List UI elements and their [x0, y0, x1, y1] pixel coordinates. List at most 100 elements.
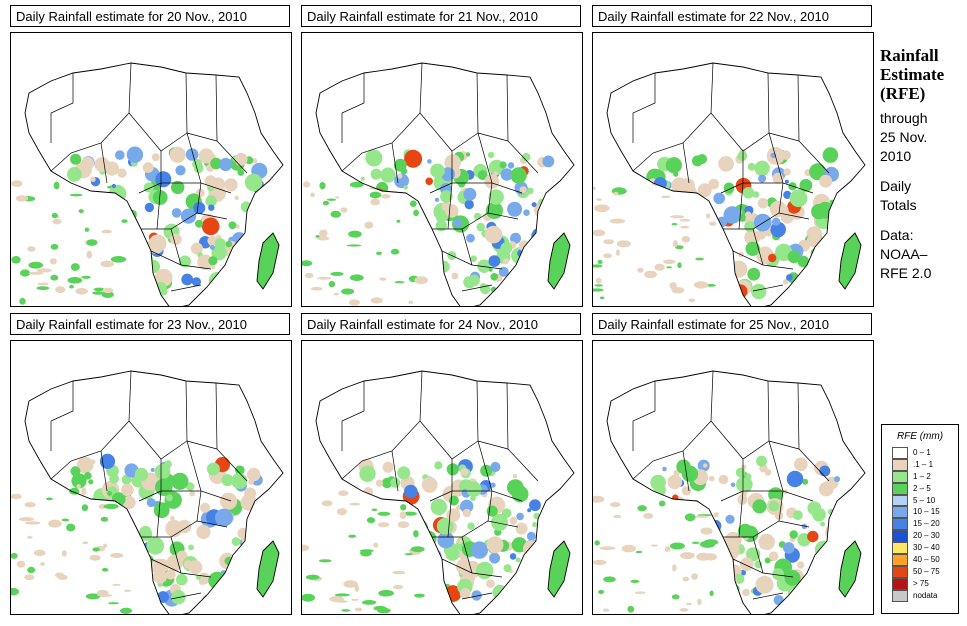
ocean-rain-patch — [19, 517, 34, 522]
country-border — [778, 182, 784, 214]
land-rain-patch — [710, 583, 715, 589]
ocean-rain-patch — [334, 593, 350, 597]
land-rain-patch — [126, 146, 144, 163]
land-rain-patch — [403, 557, 409, 563]
land-rain-patch — [665, 157, 682, 174]
land-rain-patch — [130, 234, 137, 241]
legend-label: 5 – 10 — [913, 495, 936, 505]
ocean-rain-patch — [98, 503, 107, 510]
ocean-rain-patch — [329, 596, 344, 603]
land-rain-patch — [183, 560, 193, 569]
land-rain-patch — [171, 208, 182, 218]
ocean-rain-patch — [27, 246, 36, 252]
land-rain-patch — [407, 580, 412, 585]
land-rain-patch — [668, 275, 675, 281]
land-rain-patch — [710, 258, 726, 274]
land-rain-patch — [759, 543, 765, 549]
land-rain-patch — [768, 551, 779, 561]
rainfall-map — [301, 32, 583, 307]
ocean-rain-patch — [349, 181, 364, 188]
country-border — [391, 142, 399, 184]
land-rain-patch — [701, 586, 718, 604]
land-rain-patch — [140, 568, 153, 581]
land-rain-patch — [72, 244, 81, 254]
ocean-rain-patch — [338, 490, 349, 496]
land-rain-patch — [829, 229, 841, 241]
ocean-rain-patch — [700, 527, 713, 535]
legend-label: 40 – 50 — [913, 555, 940, 565]
land-rain-patch — [189, 490, 195, 497]
ocean-rain-patch — [403, 511, 417, 516]
land-rain-patch — [717, 251, 728, 262]
land-rain-patch — [385, 537, 392, 544]
totals-label: Totals — [880, 197, 917, 213]
land-rain-patch — [513, 270, 520, 277]
country-border — [723, 212, 810, 230]
ocean-rain-patch — [330, 210, 342, 218]
land-rain-patch — [362, 235, 379, 252]
land-rain-patch — [186, 482, 195, 491]
land-rain-patch — [425, 177, 433, 186]
source-line: NOAA– — [880, 246, 928, 262]
ocean-rain-patch — [679, 608, 689, 612]
land-rain-patch — [385, 283, 391, 289]
ocean-rain-patch — [373, 542, 379, 548]
land-rain-patch — [745, 241, 760, 256]
ocean-rain-patch — [609, 218, 626, 224]
land-rain-patch — [509, 516, 518, 525]
land-rain-patch — [121, 474, 132, 485]
land-rain-patch — [421, 477, 438, 493]
land-rain-patch — [237, 169, 245, 176]
land-rain-patch — [111, 512, 119, 520]
land-rain-patch — [755, 575, 774, 594]
land-rain-patch — [802, 478, 809, 485]
land-rain-patch — [739, 557, 754, 571]
land-rain-patch — [457, 538, 463, 545]
country-border — [170, 592, 202, 600]
country-border — [341, 73, 365, 143]
ocean-rain-patch — [120, 607, 132, 614]
land-rain-patch — [70, 242, 83, 255]
land-rain-patch — [420, 530, 437, 547]
country-border — [487, 490, 493, 522]
land-rain-patch — [695, 259, 705, 268]
ocean-rain-patch — [706, 213, 711, 219]
land-rain-patch — [247, 532, 256, 541]
land-rain-patch — [490, 273, 498, 281]
ocean-rain-patch — [658, 500, 666, 507]
land-rain-patch — [796, 286, 808, 298]
country-border — [738, 490, 744, 538]
ocean-rain-patch — [666, 266, 672, 269]
ocean-rain-patch — [36, 286, 50, 290]
ocean-rain-patch — [92, 547, 100, 552]
ocean-rain-patch — [709, 590, 714, 597]
country-border — [632, 73, 656, 143]
legend-swatch — [892, 577, 908, 590]
land-rain-patch — [210, 245, 215, 250]
land-rain-patch — [814, 540, 833, 559]
land-rain-patch — [228, 221, 237, 230]
land-rain-patch — [88, 479, 94, 485]
land-rain-patch — [476, 561, 494, 580]
land-rain-patch — [94, 536, 103, 545]
land-rain-patch — [205, 195, 217, 207]
land-rain-patch — [422, 564, 441, 582]
land-rain-patch — [206, 177, 217, 188]
land-rain-patch — [412, 252, 425, 266]
ocean-rain-patch — [52, 218, 62, 225]
land-rain-patch — [391, 258, 404, 271]
ocean-rain-patch — [366, 517, 376, 524]
land-rain-patch — [510, 167, 527, 184]
land-rain-patch — [207, 235, 218, 246]
land-rain-patch — [697, 264, 706, 273]
land-rain-patch — [171, 180, 185, 195]
legend-swatch — [892, 565, 908, 578]
land-rain-patch — [135, 232, 141, 239]
ocean-rain-patch — [672, 564, 677, 572]
land-rain-patch — [716, 260, 723, 267]
land-rain-patch — [382, 543, 394, 555]
rainfall-map — [592, 340, 874, 615]
land-rain-patch — [361, 496, 366, 501]
country-border — [141, 520, 228, 538]
ocean-rain-patch — [594, 540, 600, 546]
